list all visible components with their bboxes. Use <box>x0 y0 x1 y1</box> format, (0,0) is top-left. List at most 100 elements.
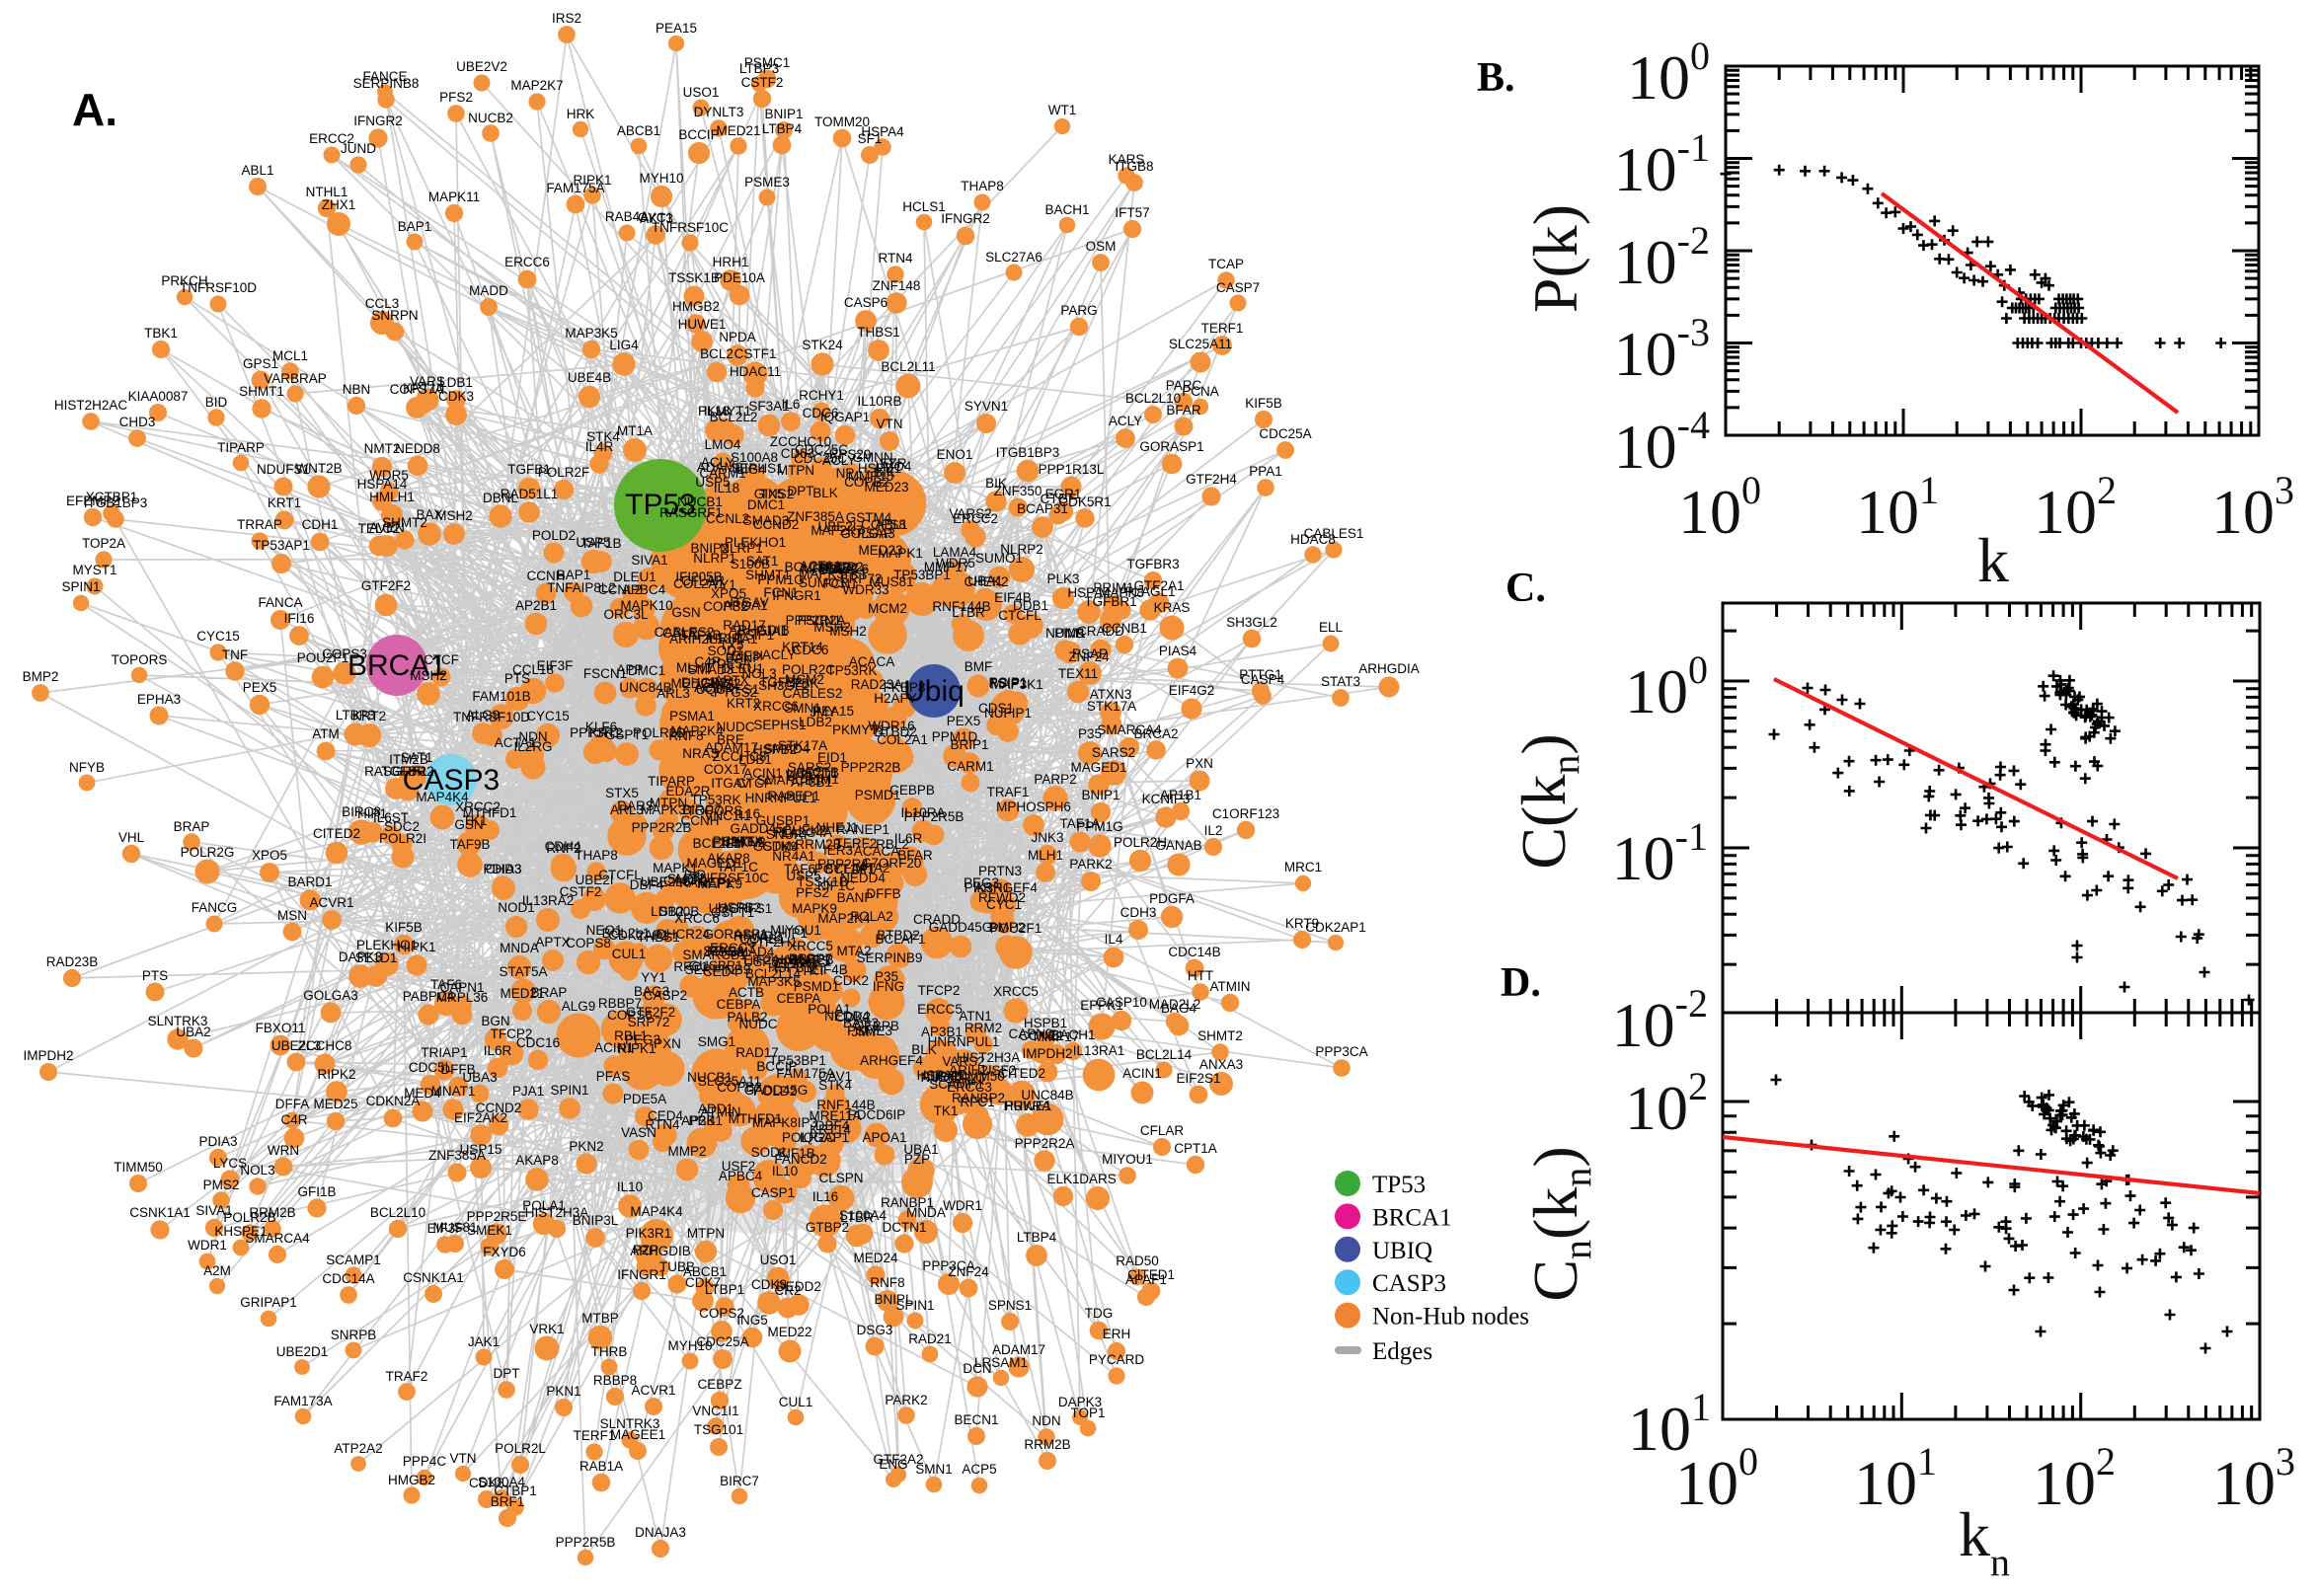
svg-text:LIG4: LIG4 <box>736 462 766 477</box>
svg-text:UBE2D1: UBE2D1 <box>276 1344 329 1359</box>
svg-text:HMGB2: HMGB2 <box>672 299 720 314</box>
svg-text:NUDC: NUDC <box>717 720 755 734</box>
svg-text:BAX: BAX <box>416 507 442 522</box>
svg-text:SHMT1: SHMT1 <box>745 568 791 582</box>
svg-text:BCL2L14: BCL2L14 <box>745 966 802 981</box>
svg-text:TX5: TX5 <box>760 487 785 501</box>
svg-text:EFEMP2: EFEMP2 <box>66 494 119 508</box>
svg-text:MMP2: MMP2 <box>667 1144 706 1159</box>
svg-text:MSH3: MSH3 <box>707 945 744 959</box>
svg-text:XPO5: XPO5 <box>252 848 287 863</box>
svg-text:RNF2: RNF2 <box>546 841 580 856</box>
svg-text:PEX5: PEX5 <box>243 680 277 695</box>
svg-text:EIF3I: EIF3I <box>732 648 763 663</box>
svg-text:ALG9: ALG9 <box>466 708 501 722</box>
svg-text:DCN: DCN <box>963 1361 991 1376</box>
svg-text:ACIN1: ACIN1 <box>594 1040 634 1055</box>
svg-text:TGFBR2: TGFBR2 <box>381 764 433 779</box>
svg-text:RPS29: RPS29 <box>829 447 872 462</box>
svg-text:DPT: DPT <box>494 1366 520 1381</box>
svg-text:GFI1B: GFI1B <box>297 1184 336 1199</box>
svg-text:Ubiq: Ubiq <box>903 675 965 708</box>
svg-text:LMO4: LMO4 <box>705 437 741 452</box>
svg-text:COPB2: COPB2 <box>717 1080 762 1095</box>
svg-text:101: 101 <box>1856 468 1939 547</box>
svg-text:BIRC7: BIRC7 <box>682 802 722 817</box>
svg-text:PJA1: PJA1 <box>756 624 788 639</box>
svg-text:CUL1: CUL1 <box>612 947 647 961</box>
svg-text:COPB2: COPB2 <box>844 475 889 490</box>
svg-text:HSPB2: HSPB2 <box>753 742 797 757</box>
svg-text:MMP15: MMP15 <box>848 469 894 484</box>
svg-text:TK1: TK1 <box>934 1103 959 1118</box>
svg-text:RRM2B: RRM2B <box>1024 1437 1070 1452</box>
svg-text:NP: NP <box>836 466 855 481</box>
svg-text:MAGED1: MAGED1 <box>1070 760 1126 775</box>
svg-text:GORASP1: GORASP1 <box>1139 439 1203 454</box>
svg-text:AKT3: AKT3 <box>640 211 673 226</box>
svg-text:TAF1C: TAF1C <box>717 860 758 874</box>
svg-text:SMAD4: SMAD4 <box>729 945 775 959</box>
svg-text:BCLAF1: BCLAF1 <box>875 932 925 947</box>
svg-text:RAD21: RAD21 <box>908 1331 952 1346</box>
svg-text:IL10: IL10 <box>617 1179 643 1194</box>
svg-text:VNC1I1: VNC1I1 <box>692 1404 738 1418</box>
svg-text:SARS2: SARS2 <box>788 760 831 775</box>
svg-text:S100A8: S100A8 <box>731 450 778 465</box>
svg-text:Cn(kn): Cn(kn) <box>1520 1146 1599 1301</box>
svg-text:CCNL2: CCNL2 <box>706 511 749 526</box>
svg-text:TIMM50: TIMM50 <box>114 1160 163 1175</box>
svg-text:ABL1: ABL1 <box>875 517 907 532</box>
svg-text:GMNN: GMNN <box>852 450 892 465</box>
svg-text:UNC84B: UNC84B <box>1021 1088 1073 1102</box>
svg-text:IFNGR1: IFNGR1 <box>617 1267 666 1282</box>
svg-text:MUS81: MUS81 <box>432 1220 477 1235</box>
svg-text:CASP7: CASP7 <box>1216 280 1260 295</box>
svg-text:MED24: MED24 <box>853 1251 898 1265</box>
svg-text:TAF9B: TAF9B <box>449 837 490 852</box>
svg-text:NEO1: NEO1 <box>586 923 623 938</box>
svg-text:PYCARD: PYCARD <box>1089 1352 1145 1367</box>
svg-text:SCAMP1: SCAMP1 <box>929 1077 984 1092</box>
svg-text:UQCRFS1: UQCRFS1 <box>709 901 773 916</box>
svg-text:RBL2: RBL2 <box>876 837 909 852</box>
svg-text:ELL: ELL <box>1319 620 1344 635</box>
svg-text:GANAB: GANAB <box>1155 838 1201 853</box>
svg-text:BAP1: BAP1 <box>557 568 591 582</box>
svg-text:MAPK8IP3: MAPK8IP3 <box>752 1115 817 1130</box>
svg-text:HRH1: HRH1 <box>709 631 745 646</box>
svg-text:TERF1: TERF1 <box>574 1428 616 1443</box>
svg-text:FCN1: FCN1 <box>763 585 798 600</box>
svg-text:GRIPAP1: GRIPAP1 <box>240 1295 297 1310</box>
svg-text:CSTF2: CSTF2 <box>741 75 784 90</box>
svg-text:MED21: MED21 <box>500 986 544 1001</box>
svg-text:RASGRF1: RASGRF1 <box>659 505 723 520</box>
svg-text:PALB2: PALB2 <box>817 561 858 575</box>
svg-text:CRADD: CRADD <box>913 912 961 927</box>
svg-text:DBNL: DBNL <box>483 491 519 505</box>
svg-text:ATMIN: ATMIN <box>1210 979 1251 994</box>
svg-text:CAPN1: CAPN1 <box>439 980 484 995</box>
svg-text:NLRP2: NLRP2 <box>1000 542 1043 557</box>
svg-text:ABCB1: ABCB1 <box>683 1264 727 1279</box>
svg-text:AKAP8: AKAP8 <box>707 851 750 866</box>
svg-text:ACLY: ACLY <box>822 453 856 468</box>
svg-text:PALB2: PALB2 <box>727 1010 767 1025</box>
svg-text:MTHFD1: MTHFD1 <box>729 1111 783 1126</box>
svg-text:SNRPN: SNRPN <box>371 308 418 323</box>
svg-text:PFAS: PFAS <box>596 1069 631 1084</box>
svg-text:APBC4: APBC4 <box>622 582 666 597</box>
svg-text:TP53: TP53 <box>625 489 696 521</box>
svg-text:PBK: PBK <box>792 676 818 691</box>
svg-text:CCNE1: CCNE1 <box>1019 1028 1064 1043</box>
svg-text:ENO1: ENO1 <box>937 447 973 462</box>
svg-text:ARHGDIB: ARHGDIB <box>729 623 790 638</box>
svg-text:IQGAP1: IQGAP1 <box>800 1130 849 1145</box>
svg-text:KCNIP3: KCNIP3 <box>1142 792 1191 806</box>
svg-text:MYH10: MYH10 <box>639 171 683 186</box>
svg-text:NUMB: NUMB <box>1045 626 1085 641</box>
svg-text:IFNGR1: IFNGR1 <box>772 588 821 603</box>
svg-text:SLC27A6: SLC27A6 <box>985 250 1042 265</box>
svg-text:STAT3: STAT3 <box>1321 674 1360 689</box>
svg-text:PDCD6IP: PDCD6IP <box>848 1107 906 1122</box>
